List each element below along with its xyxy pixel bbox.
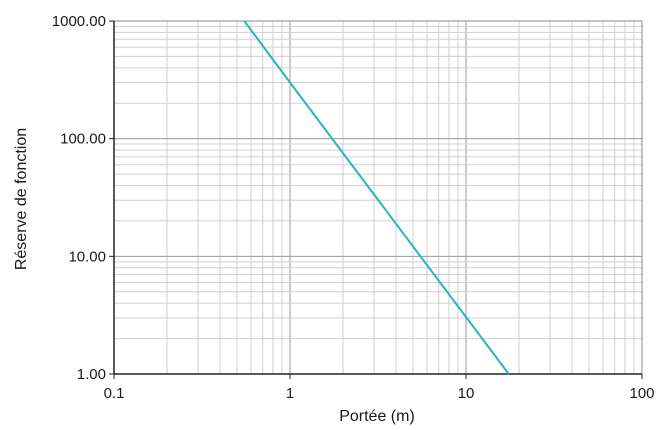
y-tick-label: 1.00 [77,366,106,383]
x-axis-title: Portée (m) [339,408,415,425]
grid [113,21,642,375]
y-tick-label: 10.00 [68,248,106,265]
x-tick-labels: 0.1 1 10 100 [104,374,655,402]
series-layer [243,20,510,375]
series-line [243,20,510,375]
plot-frame [113,20,643,375]
plot-border [113,20,643,375]
y-axis-title: Réserve de fonction [13,128,30,270]
x-tick-label: 100 [629,385,654,402]
x-tick-label: 1 [286,385,294,402]
y-tick-label: 1000.00 [52,13,106,30]
x-tick-label: 0.1 [104,385,125,402]
y-tick-labels: 1.00 10.00 100.00 1000.00 [52,13,114,383]
y-tick-label: 100.00 [60,131,106,148]
x-tick-label: 10 [458,385,475,402]
